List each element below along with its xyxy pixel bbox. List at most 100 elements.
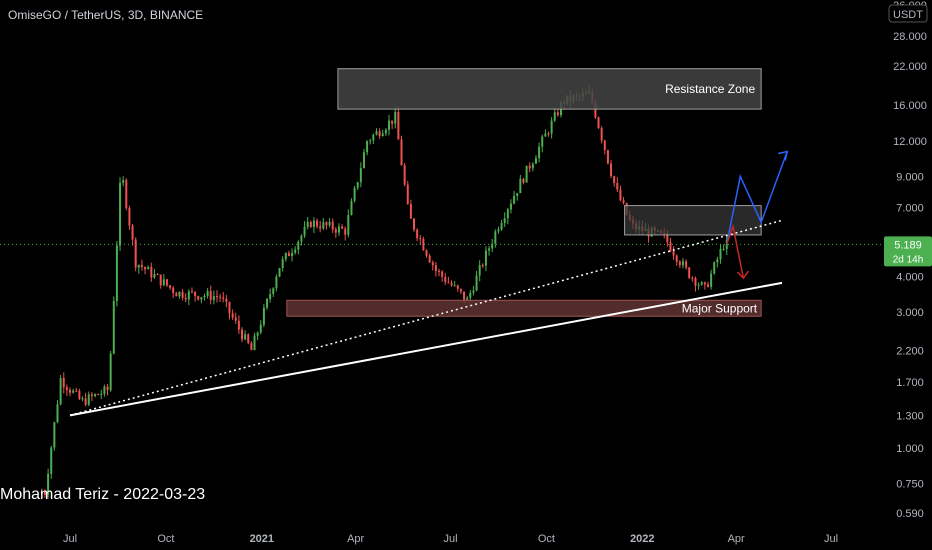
candle-body (287, 252, 290, 257)
candle-body (713, 262, 716, 274)
candle-body (300, 235, 303, 242)
support-zone[interactable] (286, 299, 762, 317)
candle-body (356, 182, 359, 188)
candle-body (59, 377, 62, 405)
candle-body (428, 255, 431, 263)
trendline-dotted[interactable] (69, 219, 783, 417)
candle-body (115, 245, 118, 301)
candle-body (253, 335, 256, 351)
candle-body (106, 386, 109, 391)
candle-body (700, 282, 703, 285)
candle-body (597, 117, 600, 128)
candle-body (547, 133, 550, 135)
candle-body (353, 187, 356, 201)
candle-body (716, 259, 719, 263)
candle-body (215, 296, 218, 298)
price-tick-label: 1.300 (896, 410, 924, 422)
candle-body (697, 284, 700, 286)
candle-body (622, 200, 625, 203)
candle-body (40, 491, 43, 493)
candle-body (306, 221, 309, 227)
time-axis[interactable]: Jul Oct 2021 Apr Jul Oct 2022 Apr Jul (63, 533, 838, 545)
resistance-zone[interactable] (337, 68, 762, 110)
candle-body (328, 221, 331, 226)
candle-body (488, 248, 491, 251)
candle-body (150, 266, 153, 278)
time-tick-label: Oct (538, 533, 555, 545)
resistance-zone-label: Resistance Zone (665, 82, 755, 96)
candle-body (431, 262, 434, 266)
candle-body (459, 288, 462, 292)
candle-body (359, 168, 362, 183)
candle-body (137, 264, 140, 268)
price-tick-label: 7.000 (896, 202, 924, 214)
bullish-arrow-head (778, 150, 789, 161)
candle-body (384, 129, 387, 134)
price-tick-label: 1.700 (896, 377, 924, 389)
candle-body (425, 250, 428, 256)
candle-body (200, 297, 203, 300)
time-tick-label: Oct (157, 533, 174, 545)
bearish-projection-path[interactable] (726, 223, 745, 279)
candle-body (81, 398, 84, 400)
candle-body (350, 200, 353, 215)
candle-body (250, 343, 253, 351)
candle-body (178, 291, 181, 297)
candle-body (269, 293, 272, 299)
candle-body (303, 226, 306, 236)
candle-body (181, 291, 184, 298)
time-tick-label: Jul (443, 533, 457, 545)
candle-body (472, 290, 475, 293)
candle-body (284, 252, 287, 260)
price-axis[interactable]: 36.00028.00022.00016.00012.0009.0007.000… (884, 0, 932, 520)
candle-body (522, 178, 525, 183)
price-tick-label: 22.000 (893, 61, 927, 73)
candle-body (266, 298, 269, 308)
current-price-countdown: 2d 14h (893, 254, 924, 265)
candle-body (372, 134, 375, 141)
candle-body (438, 270, 441, 272)
candle-body (550, 120, 553, 134)
price-tick-label: 2.200 (896, 345, 924, 357)
candle-body (194, 291, 197, 297)
candle-body (209, 291, 212, 301)
candle-body (494, 231, 497, 244)
author-watermark: Mohamad Teriz - 2022-03-23 (0, 486, 206, 503)
candle-body (369, 140, 372, 142)
price-tick-label: 3.000 (896, 307, 924, 319)
candle-body (453, 285, 456, 287)
current-price-tag[interactable] (884, 236, 932, 267)
candle-body (419, 238, 422, 240)
candle-body (484, 250, 487, 266)
candle-body (594, 102, 597, 118)
candle-body (344, 228, 347, 235)
candle-body (409, 203, 412, 219)
candle-body (362, 152, 365, 169)
candle-body (162, 279, 165, 286)
price-tick-label: 12.000 (893, 136, 927, 148)
trendline-solid[interactable] (69, 281, 783, 417)
candle-body (109, 353, 112, 391)
mid-zone[interactable] (624, 205, 762, 236)
candle-body (450, 282, 453, 286)
price-tick-label: 9.000 (896, 171, 924, 183)
candle-body (610, 163, 613, 177)
bullish-projection-path[interactable] (726, 151, 788, 245)
candle-body (65, 387, 68, 390)
candle-body (244, 334, 247, 340)
candle-body (391, 120, 394, 124)
candle-body (506, 209, 509, 219)
candle-body (416, 229, 419, 239)
candle-body (219, 296, 222, 298)
time-tick-label: 2022 (630, 533, 654, 545)
candle-body (722, 248, 725, 250)
candle-body (187, 291, 190, 300)
candle-body (531, 163, 534, 169)
candle-body (159, 274, 162, 286)
candle-body (225, 298, 228, 303)
candle-body (603, 140, 606, 151)
candle-body (422, 238, 425, 251)
currency-badge[interactable] (888, 4, 928, 23)
candle-body (144, 267, 147, 270)
